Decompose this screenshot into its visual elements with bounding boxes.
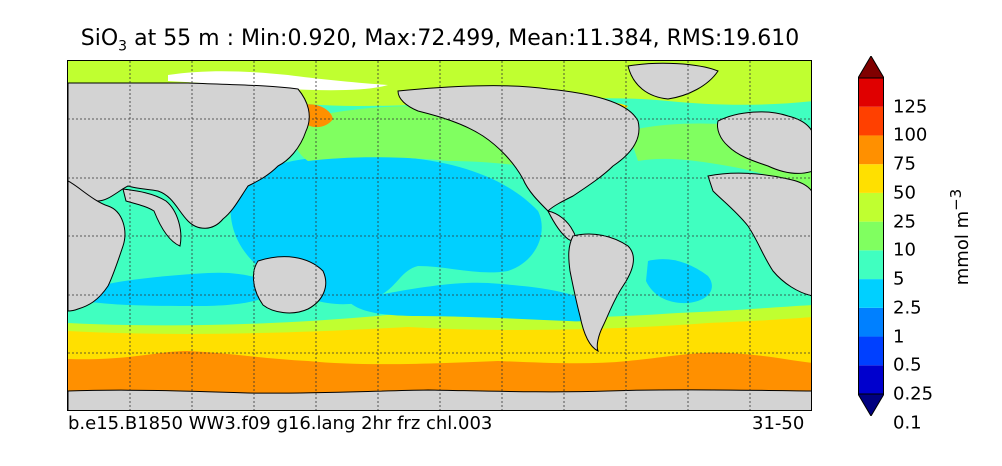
colorbar [858, 56, 884, 416]
gridlines [68, 61, 811, 410]
colorbar-tick-label: 50 [893, 182, 916, 204]
colorbar-tick-label: 5 [893, 268, 905, 290]
pacific-south-level-1 [348, 282, 599, 322]
colorbar-tick-label: 0.25 [893, 383, 934, 405]
colorbar-tick-label: 0.1 [893, 412, 922, 434]
map-title: SiO3 at 55 m : Min:0.920, Max:72.499, Me… [80, 26, 800, 55]
greenland [627, 62, 719, 100]
colorbar-segment [858, 365, 884, 394]
colorbar-tick-label: 125 [893, 96, 928, 118]
atlantic-level-1 [646, 259, 712, 304]
colorbar-tick-label: 0.5 [893, 354, 922, 376]
colorbar-unit-label: mmol m−3 [947, 188, 973, 286]
colorbar-segment [858, 135, 884, 165]
colorbar-tick-label: 100 [893, 124, 928, 146]
colorbar-tick-label: 10 [893, 239, 916, 261]
indian-level-1 [83, 272, 278, 306]
colorbar-segment [858, 221, 884, 251]
colorbar-segment [858, 250, 884, 280]
colorbar-segment [858, 78, 884, 107]
north-america [397, 85, 640, 212]
colorbar-extend-high [858, 56, 884, 79]
colorbar-tick-label: 25 [893, 211, 916, 233]
colorbar-tick-label: 2.5 [893, 297, 922, 319]
colorbar-segment [858, 164, 884, 193]
colorbar-tick-label: 75 [893, 153, 916, 175]
colorbar-tick-label: 1 [893, 326, 905, 348]
case-name-caption: b.e15.B1850 WW3.f09 g16.lang 2hr frz chl… [68, 413, 493, 434]
africa-east [707, 172, 811, 297]
south-america [568, 233, 634, 353]
colorbar-segment [858, 279, 884, 308]
map-canvas [68, 61, 811, 410]
colorbar-segment [858, 336, 884, 366]
colorbar-segment [858, 106, 884, 136]
arabia-india [122, 188, 182, 247]
colorbar-segment [858, 307, 884, 337]
australia [252, 256, 327, 314]
ocean-map [67, 60, 812, 411]
colorbar-frame [858, 77, 884, 395]
year-range-caption: 31-50 [752, 413, 805, 434]
europe [717, 111, 811, 174]
africa [68, 180, 126, 312]
colorbar-segment [858, 192, 884, 222]
colorbar-extend-low [858, 393, 884, 416]
no-data-ice [168, 71, 388, 91]
